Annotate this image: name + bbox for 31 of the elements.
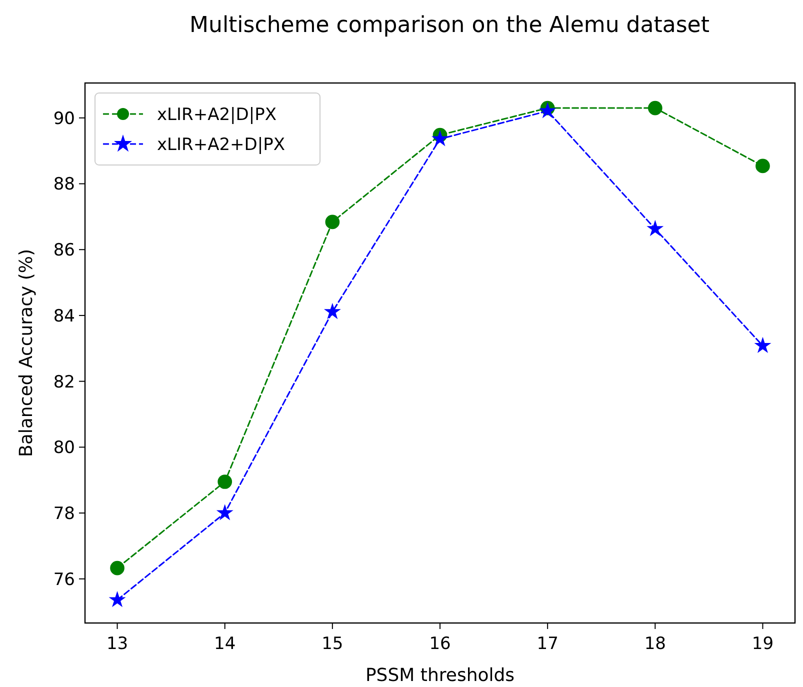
x-tick-label: 17 — [536, 634, 558, 654]
point — [756, 158, 770, 174]
y-tick-label: 88 — [53, 174, 75, 195]
legend-label: xLIR+A2|D|PX — [157, 104, 277, 125]
y-tick-label: 76 — [53, 570, 75, 590]
y-tick-label: 80 — [53, 438, 75, 458]
y-tick-label: 90 — [53, 108, 75, 129]
point — [110, 560, 124, 576]
point — [648, 221, 663, 236]
point — [325, 214, 340, 230]
point — [432, 131, 448, 146]
point — [110, 592, 125, 606]
legend-label: xLIR+A2+D|PX — [157, 134, 286, 155]
x-tick-label: 19 — [752, 634, 774, 654]
point — [648, 100, 662, 116]
point — [755, 338, 770, 352]
x-tick-label: 14 — [214, 634, 236, 654]
y-tick-label: 84 — [53, 306, 75, 326]
y-axis-title: Balanced Accuracy (%) — [16, 249, 37, 457]
x-tick-label: 13 — [106, 634, 128, 654]
point — [324, 304, 340, 318]
chart-title: Multischeme comparison on the Alemu dataset — [190, 13, 710, 38]
x-tick-label: 16 — [429, 634, 451, 654]
point — [217, 505, 232, 520]
point — [218, 474, 232, 489]
x-tick-label: 15 — [322, 634, 344, 654]
y-tick-label: 78 — [53, 504, 75, 524]
x-tick-label: 18 — [644, 634, 666, 654]
y-tick-label: 82 — [53, 372, 75, 392]
x-axis-title: PSSM thresholds — [365, 665, 515, 686]
y-tick-label: 86 — [53, 240, 75, 261]
